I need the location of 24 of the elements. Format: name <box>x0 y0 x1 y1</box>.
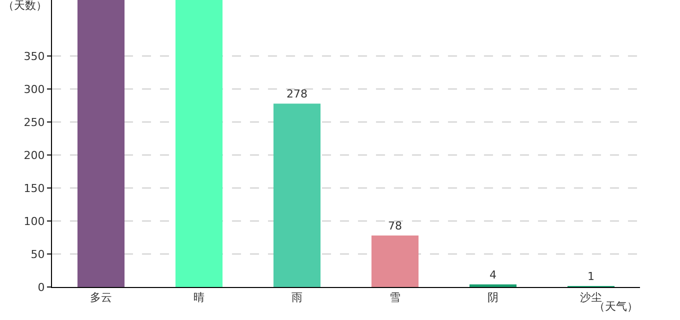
x-tick-label: 雨 <box>292 291 302 304</box>
y-tick-label: 350 <box>24 50 45 63</box>
data-label: 278 <box>286 88 308 101</box>
y-axis-title: （天数） <box>3 0 47 12</box>
y-tick-label: 150 <box>24 182 45 195</box>
y-tick-label: 0 <box>38 280 45 294</box>
data-label: 1 <box>588 270 594 283</box>
y-tick-label: 100 <box>24 214 45 228</box>
data-label: 78 <box>388 220 402 233</box>
bar <box>371 236 419 287</box>
bar <box>175 0 223 287</box>
x-tick-label: 阴 <box>488 291 498 304</box>
bar <box>273 104 321 287</box>
x-tick-label: 多云 <box>90 291 112 304</box>
y-tick-label: 50 <box>30 248 45 261</box>
bar <box>77 0 125 287</box>
y-tick-label: 250 <box>24 116 45 129</box>
data-label: 4 <box>490 268 496 282</box>
y-tick-label: 200 <box>24 148 45 162</box>
y-tick-label: 300 <box>24 82 45 96</box>
bar <box>469 284 517 287</box>
x-tick-label: 雪 <box>390 291 400 304</box>
x-tick-label: 晴 <box>194 291 204 304</box>
x-tick-label: 沙尘 <box>580 291 602 304</box>
